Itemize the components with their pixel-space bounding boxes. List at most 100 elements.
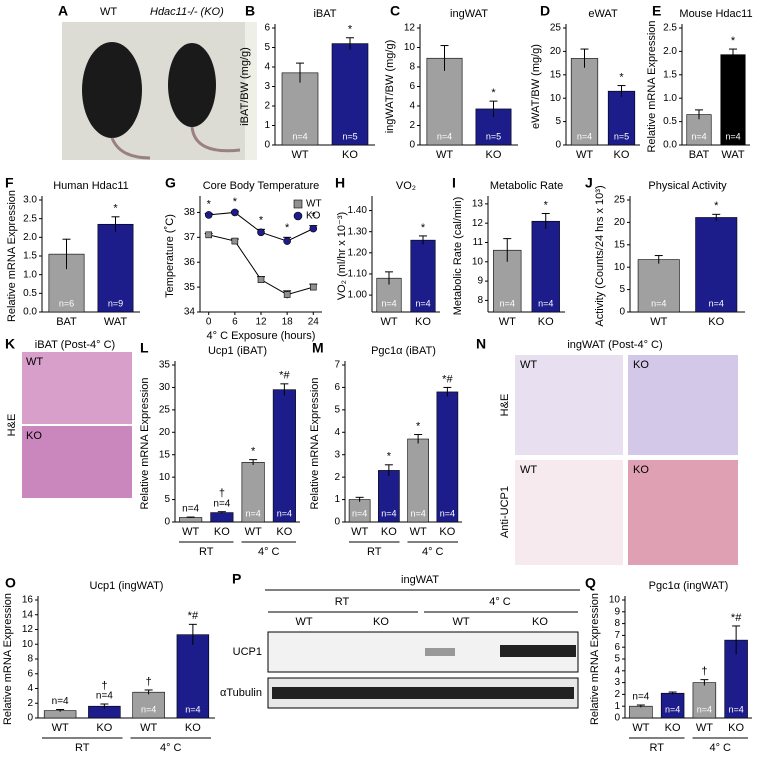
y-tick-label: 34 (184, 307, 196, 318)
label: WT (520, 464, 537, 476)
y-tick-label: 1.10 (348, 269, 368, 280)
y-tick-label: 0 (619, 307, 625, 318)
label: ingWAT (401, 574, 439, 586)
band (425, 648, 455, 656)
x-tick-label: KO (614, 149, 630, 161)
significance-marker: * (491, 87, 496, 99)
n-label: n=4 (500, 298, 515, 308)
panel-letter: F (5, 175, 14, 191)
n-label: n=4 (213, 498, 230, 509)
n-label: n=4 (245, 508, 260, 518)
y-tick-label: 6 (27, 668, 33, 679)
label: WT (100, 6, 117, 18)
histology (22, 352, 132, 424)
panel-letter: C (390, 3, 400, 19)
y-tick-label: 15 (159, 449, 171, 460)
y-tick-label: 8 (614, 618, 620, 629)
n-label: n=4 (697, 704, 712, 714)
n-label: n=4 (96, 691, 113, 702)
y-tick-label: 10 (22, 639, 34, 650)
y-tick-label: 0.0 (663, 140, 677, 151)
n-label: n=9 (108, 298, 123, 308)
point (257, 276, 265, 283)
point (309, 224, 318, 233)
chart-title: Human Hdac11 (53, 180, 129, 192)
y-tick-label: 10 (159, 472, 171, 483)
y-tick-label: 6 (334, 382, 340, 393)
x-tick-label: KO (381, 526, 397, 538)
x-tick-label: WT (576, 149, 593, 161)
n-label: n=4 (352, 508, 367, 518)
significance-marker: * (251, 446, 256, 458)
y-tick-label: 0 (27, 713, 33, 724)
panel-letter: P (232, 571, 241, 587)
y-tick-label: 36 (184, 257, 196, 268)
y-axis-label: iBAT/BW (mg/g) (239, 47, 251, 126)
y-tick-label: 1 (614, 701, 620, 712)
y-tick-label: 14 (22, 609, 34, 620)
y-tick-label: 5 (614, 654, 620, 665)
x-tick-label: KO (185, 722, 201, 734)
y-tick-label: 1.0 (663, 93, 677, 104)
y-tick-label: 12 (404, 23, 416, 34)
panel-n: N ingWAT (Post-4° C) WT KO WT KO H&E Ant… (476, 336, 738, 565)
label: WT (452, 616, 469, 628)
y-tick-label: 5 (164, 494, 170, 505)
chart-title: Pgc1α (iBAT) (371, 345, 436, 357)
n-label: n=4 (292, 131, 307, 141)
chart-title: VO₂ (396, 180, 416, 192)
significance-marker: *# (731, 612, 742, 624)
y-tick-label: 0 (409, 140, 415, 151)
significance-marker: * (259, 214, 264, 226)
y-tick-label: 25 (550, 23, 562, 34)
n-label: n=4 (410, 508, 425, 518)
chart-title: iBAT (313, 8, 336, 20)
x-tick-label: WT (52, 722, 69, 734)
x-tick-label: WT (696, 722, 713, 734)
y-tick-label: 1.20 (348, 247, 368, 258)
n-label: n=4 (632, 692, 649, 703)
y-tick-label: 12 (22, 624, 34, 635)
chart-title: Ucp1 (iBAT) (208, 345, 267, 357)
y-tick-label: 5 (555, 116, 561, 127)
significance-marker: * (731, 35, 736, 47)
y-tick-label: 3 (334, 449, 340, 460)
x-tick-label: KO (276, 526, 292, 538)
y-tick-label: 1 (264, 120, 270, 131)
bar (695, 217, 738, 313)
histology (628, 355, 738, 455)
y-tick-label: 6 (409, 81, 415, 92)
chart-title: Physical Activity (648, 180, 727, 192)
x-tick-label: WT (380, 316, 397, 328)
y-axis-label: Relative mRNA Expression (309, 377, 321, 509)
bar (210, 512, 234, 523)
chart-title: ingWAT (450, 8, 488, 20)
y-tick-label: 2 (334, 472, 340, 483)
chart-title: Ucp1 (ingWAT) (90, 580, 164, 592)
x-tick-label: KO (439, 526, 455, 538)
group-label: 4° C (709, 742, 731, 754)
group-label: RT (367, 546, 382, 558)
panel-letter: G (165, 175, 176, 191)
y-axis-label: Activity (Counts/24 hrs x 10³) (594, 185, 606, 326)
n-label: n=4 (577, 131, 592, 141)
y-tick-label: 7 (334, 360, 340, 371)
n-label: n=4 (381, 298, 396, 308)
significance-marker: * (113, 203, 118, 215)
y-axis-label: Relative mRNA Expression (6, 190, 18, 322)
y-tick-label: 1.40 (348, 205, 368, 216)
group-label: RT (650, 742, 665, 754)
label: WT (520, 359, 537, 371)
y-tick-label: 1 (334, 494, 340, 505)
group-label: RT (75, 742, 90, 754)
label: ingWAT (Post-4° C) (567, 339, 662, 351)
x-tick-label: WT (410, 526, 427, 538)
ruler (245, 22, 257, 160)
x-tick-label: WT (140, 722, 157, 734)
y-tick-label: 4 (409, 101, 415, 112)
y-tick-label: 1.30 (348, 226, 368, 237)
y-tick-label: 15 (550, 69, 562, 80)
y-tick-label: 0.0 (23, 307, 37, 318)
y-axis-label: VO₂ (ml/hr x 10⁻³) (336, 212, 348, 300)
y-tick-label: 7 (614, 630, 620, 641)
